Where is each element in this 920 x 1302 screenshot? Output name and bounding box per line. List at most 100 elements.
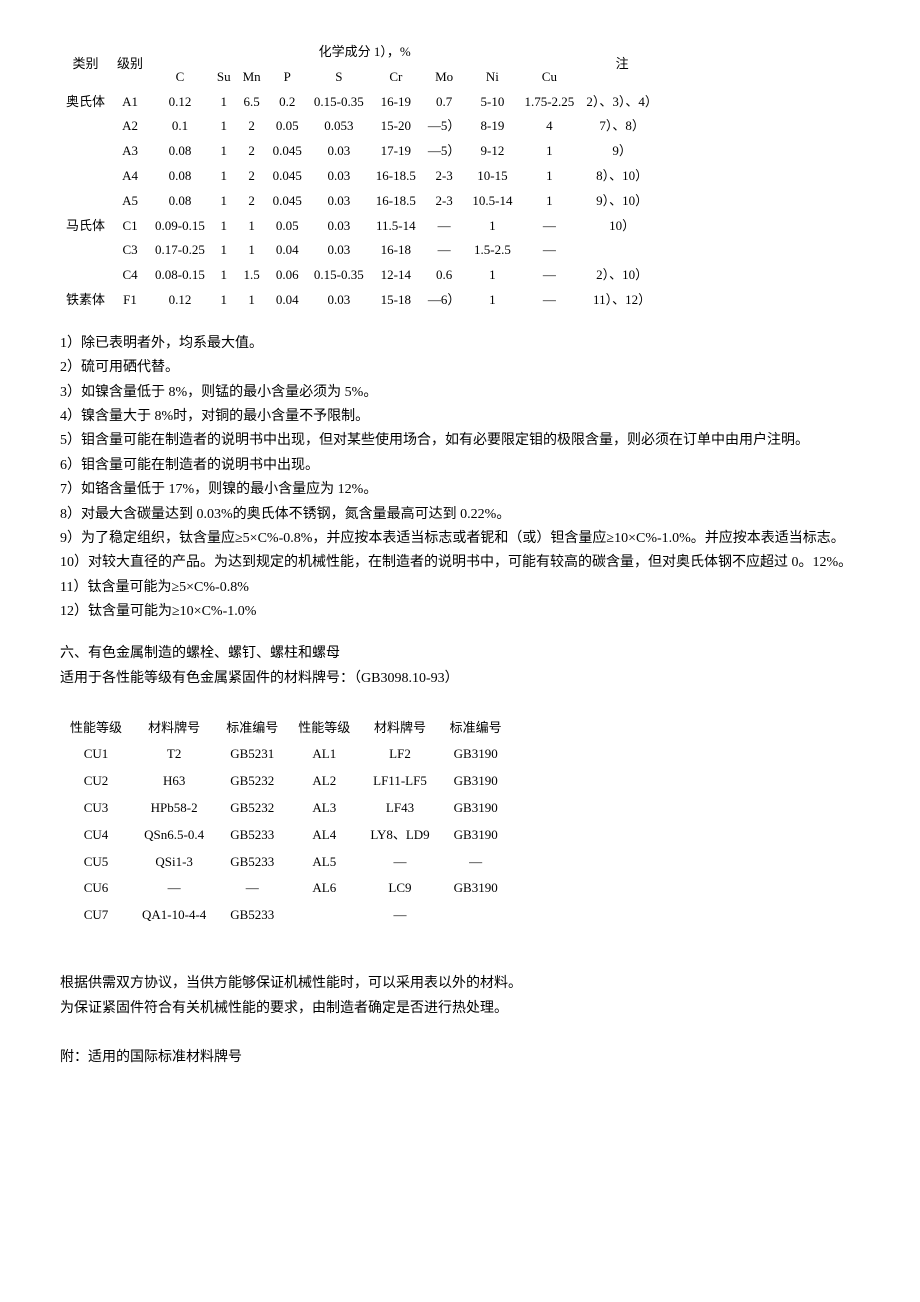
sub-p: P: [267, 65, 308, 90]
t2-h-perf1: 性能等级: [60, 715, 132, 742]
cell-s1: GB5232: [216, 795, 288, 822]
cell-C: 0.08: [149, 164, 211, 189]
cell-s1: GB5232: [216, 768, 288, 795]
cell-grade: A1: [111, 90, 149, 115]
sub-cr: Cr: [370, 65, 422, 90]
cell-Mn: 2: [237, 189, 267, 214]
table-row: CU1T2GB5231AL1LF2GB3190: [60, 741, 512, 768]
t2-h-mat1: 材料牌号: [132, 715, 216, 742]
cell-Mo: 2-3: [422, 164, 467, 189]
cell-P: 0.045: [267, 189, 308, 214]
cell-s2: GB3190: [440, 741, 512, 768]
cell-note: 10）: [580, 214, 664, 239]
cell-C: 0.08-0.15: [149, 263, 211, 288]
cell-Su: 1: [211, 263, 237, 288]
note-line: 2）硫可用硒代替。: [60, 357, 860, 379]
cell-m2: LF43: [360, 795, 439, 822]
sub-mn: Mn: [237, 65, 267, 90]
cell-m1: QA1-10-4-4: [132, 902, 216, 929]
cell-Ni: 9-12: [466, 139, 518, 164]
cell-note: [580, 238, 664, 263]
footer-p1: 根据供需双方协议，当供方能够保证机械性能时，可以采用表以外的材料。: [60, 973, 860, 995]
table-row: C40.08-0.1511.50.060.15-0.3512-140.61—2）…: [60, 263, 664, 288]
t2-h-mat2: 材料牌号: [360, 715, 439, 742]
cell-P: 0.045: [267, 164, 308, 189]
table-row: A30.08120.0450.0317-19—5）9-1219）: [60, 139, 664, 164]
cell-p2: AL3: [288, 795, 360, 822]
cell-s1: GB5233: [216, 849, 288, 876]
footer-p2: 为保证紧固件符合有关机械性能的要求，由制造者确定是否进行热处理。: [60, 998, 860, 1020]
cell-m1: —: [132, 875, 216, 902]
cell-p1: CU5: [60, 849, 132, 876]
cell-Mn: 2: [237, 139, 267, 164]
cell-m2: —: [360, 849, 439, 876]
cell-Mn: 1.5: [237, 263, 267, 288]
cell-cat: 铁素体: [60, 288, 111, 313]
cell-s2: GB3190: [440, 768, 512, 795]
cell-s2: GB3190: [440, 795, 512, 822]
cell-s1: GB5231: [216, 741, 288, 768]
cell-S: 0.03: [308, 288, 370, 313]
cell-grade: C4: [111, 263, 149, 288]
cell-P: 0.045: [267, 139, 308, 164]
cell-Cr: 16-18.5: [370, 189, 422, 214]
cell-s1: GB5233: [216, 822, 288, 849]
cell-C: 0.09-0.15: [149, 214, 211, 239]
note-line: 3）如镍含量低于 8%，则锰的最小含量必须为 5%。: [60, 382, 860, 404]
material-grade-table: 性能等级 材料牌号 标准编号 性能等级 材料牌号 标准编号 CU1T2GB523…: [60, 715, 512, 929]
cell-m1: HPb58-2: [132, 795, 216, 822]
cell-Mo: —5）: [422, 114, 467, 139]
table-row: 马氏体C10.09-0.15110.050.0311.5-14—1—10）: [60, 214, 664, 239]
cell-S: 0.03: [308, 139, 370, 164]
cell-Su: 1: [211, 90, 237, 115]
cell-P: 0.04: [267, 288, 308, 313]
cell-C: 0.08: [149, 139, 211, 164]
sub-c: C: [149, 65, 211, 90]
sub-ni: Ni: [466, 65, 518, 90]
t2-h-std1: 标准编号: [216, 715, 288, 742]
table-row: A40.08120.0450.0316-18.52-310-1518）、10）: [60, 164, 664, 189]
cell-grade: C1: [111, 214, 149, 239]
cell-p2: AL6: [288, 875, 360, 902]
cell-Mo: —: [422, 238, 467, 263]
cell-Cu: 1.75-2.25: [518, 90, 580, 115]
cell-Ni: 10.5-14: [466, 189, 518, 214]
cell-S: 0.03: [308, 189, 370, 214]
table-row: CU6——AL6LC9GB3190: [60, 875, 512, 902]
cell-m1: T2: [132, 741, 216, 768]
cell-note: 9）: [580, 139, 664, 164]
cell-s1: GB5233: [216, 902, 288, 929]
cell-m2: LY8、LD9: [360, 822, 439, 849]
cell-grade: A2: [111, 114, 149, 139]
cell-cat: [60, 114, 111, 139]
cell-Mn: 6.5: [237, 90, 267, 115]
cell-cat: [60, 238, 111, 263]
col-category: 类别: [60, 40, 111, 90]
cell-C: 0.1: [149, 114, 211, 139]
cell-p1: CU7: [60, 902, 132, 929]
cell-Cu: 1: [518, 189, 580, 214]
cell-Cr: 16-18: [370, 238, 422, 263]
table-row: CU5QSi1-3GB5233AL5——: [60, 849, 512, 876]
cell-C: 0.12: [149, 90, 211, 115]
cell-Cu: —: [518, 238, 580, 263]
cell-m2: LF2: [360, 741, 439, 768]
cell-s2: —: [440, 849, 512, 876]
cell-grade: A4: [111, 164, 149, 189]
cell-note: 9）、10）: [580, 189, 664, 214]
cell-Cu: —: [518, 288, 580, 313]
cell-P: 0.06: [267, 263, 308, 288]
cell-S: 0.053: [308, 114, 370, 139]
note-line: 5）钼含量可能在制造者的说明书中出现，但对某些使用场合，如有必要限定钼的极限含量…: [60, 430, 860, 452]
cell-Mo: 2-3: [422, 189, 467, 214]
cell-Cr: 17-19: [370, 139, 422, 164]
note-line: 12）钛含量可能为≥10×C%-1.0%: [60, 601, 860, 623]
cell-note: 2）、10）: [580, 263, 664, 288]
cell-C: 0.17-0.25: [149, 238, 211, 263]
cell-m1: H63: [132, 768, 216, 795]
cell-P: 0.2: [267, 90, 308, 115]
cell-Ni: 5-10: [466, 90, 518, 115]
cell-Cu: 1: [518, 164, 580, 189]
sub-mo: Mo: [422, 65, 467, 90]
section6-title: 六、有色金属制造的螺栓、螺钉、螺柱和螺母: [60, 643, 860, 665]
